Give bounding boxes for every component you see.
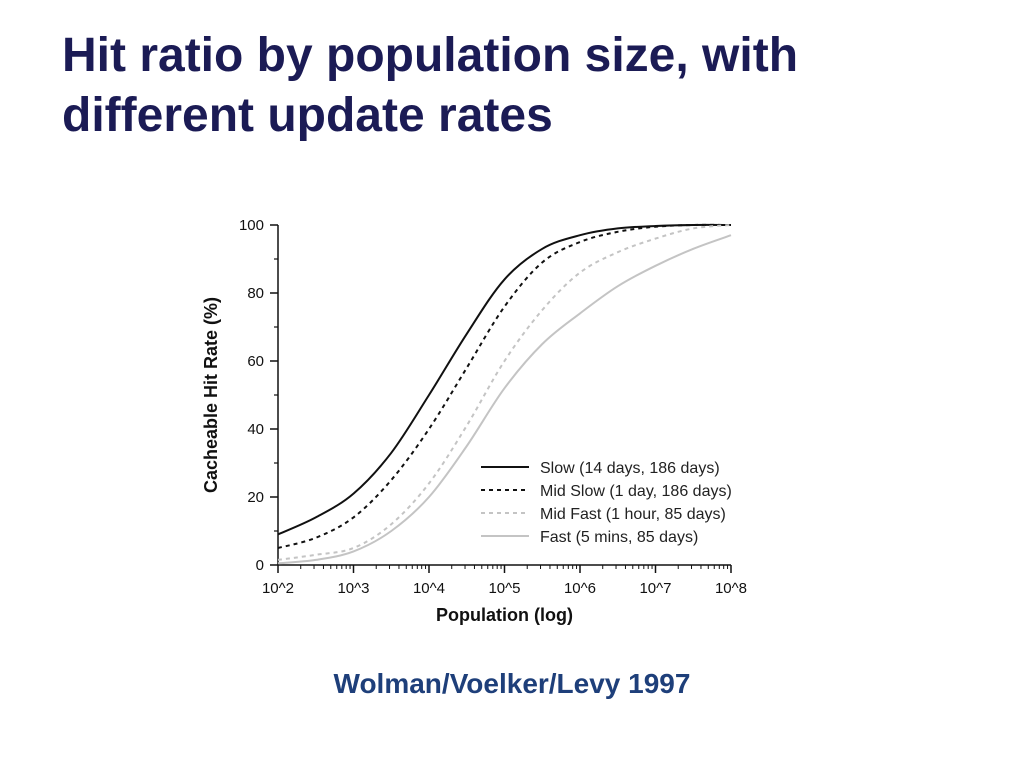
legend-label-1: Slow (14 days, 186 days) [540,460,720,477]
slide-title-line-2: different update rates [62,89,553,142]
y-axis-title: Cacheable Hit Rate (%) [201,297,221,493]
x-tick-label: 10^7 [639,580,671,597]
x-tick-label: 10^6 [564,580,596,597]
y-tick-label: 40 [247,421,264,438]
series-line-3 [277,224,732,561]
chart-axes: 0 20 40 60 80 100 10^2 10^3 10^4 10^5 10^6 10^7 10^8… [201,217,747,625]
chart-legend: Slow (14 days, 186 days) Mid Slow (1 day,… [481,460,732,546]
x-tick-label: 10^5 [488,580,520,597]
slide-title-line-1: Hit ratio by population size, with [62,29,799,82]
legend-label-2: Mid Slow (1 day, 186 days) [540,483,732,500]
y-tick-label: 0 [256,557,264,574]
chart-series [277,223,732,565]
x-tick-label: 10^8 [715,580,747,597]
y-tick-label: 80 [247,285,264,302]
y-tick-label: 20 [247,489,264,506]
slide-title: Hit ratio by population size, with diffe… [62,26,982,146]
x-axis-title: Population (log) [436,605,573,625]
series-line-4 [277,234,732,565]
y-tick-label: 100 [239,217,264,234]
citation: Wolman/Voelker/Levy 1997 [333,668,691,699]
x-tick-label: 10^2 [262,580,294,597]
legend-label-3: Mid Fast (1 hour, 85 days) [540,506,726,523]
x-tick-label: 10^4 [413,580,445,597]
legend-label-4: Fast (5 mins, 85 days) [540,529,698,546]
y-tick-label: 60 [247,353,264,370]
x-tick-label: 10^3 [337,580,369,597]
series-line-2 [277,223,732,549]
